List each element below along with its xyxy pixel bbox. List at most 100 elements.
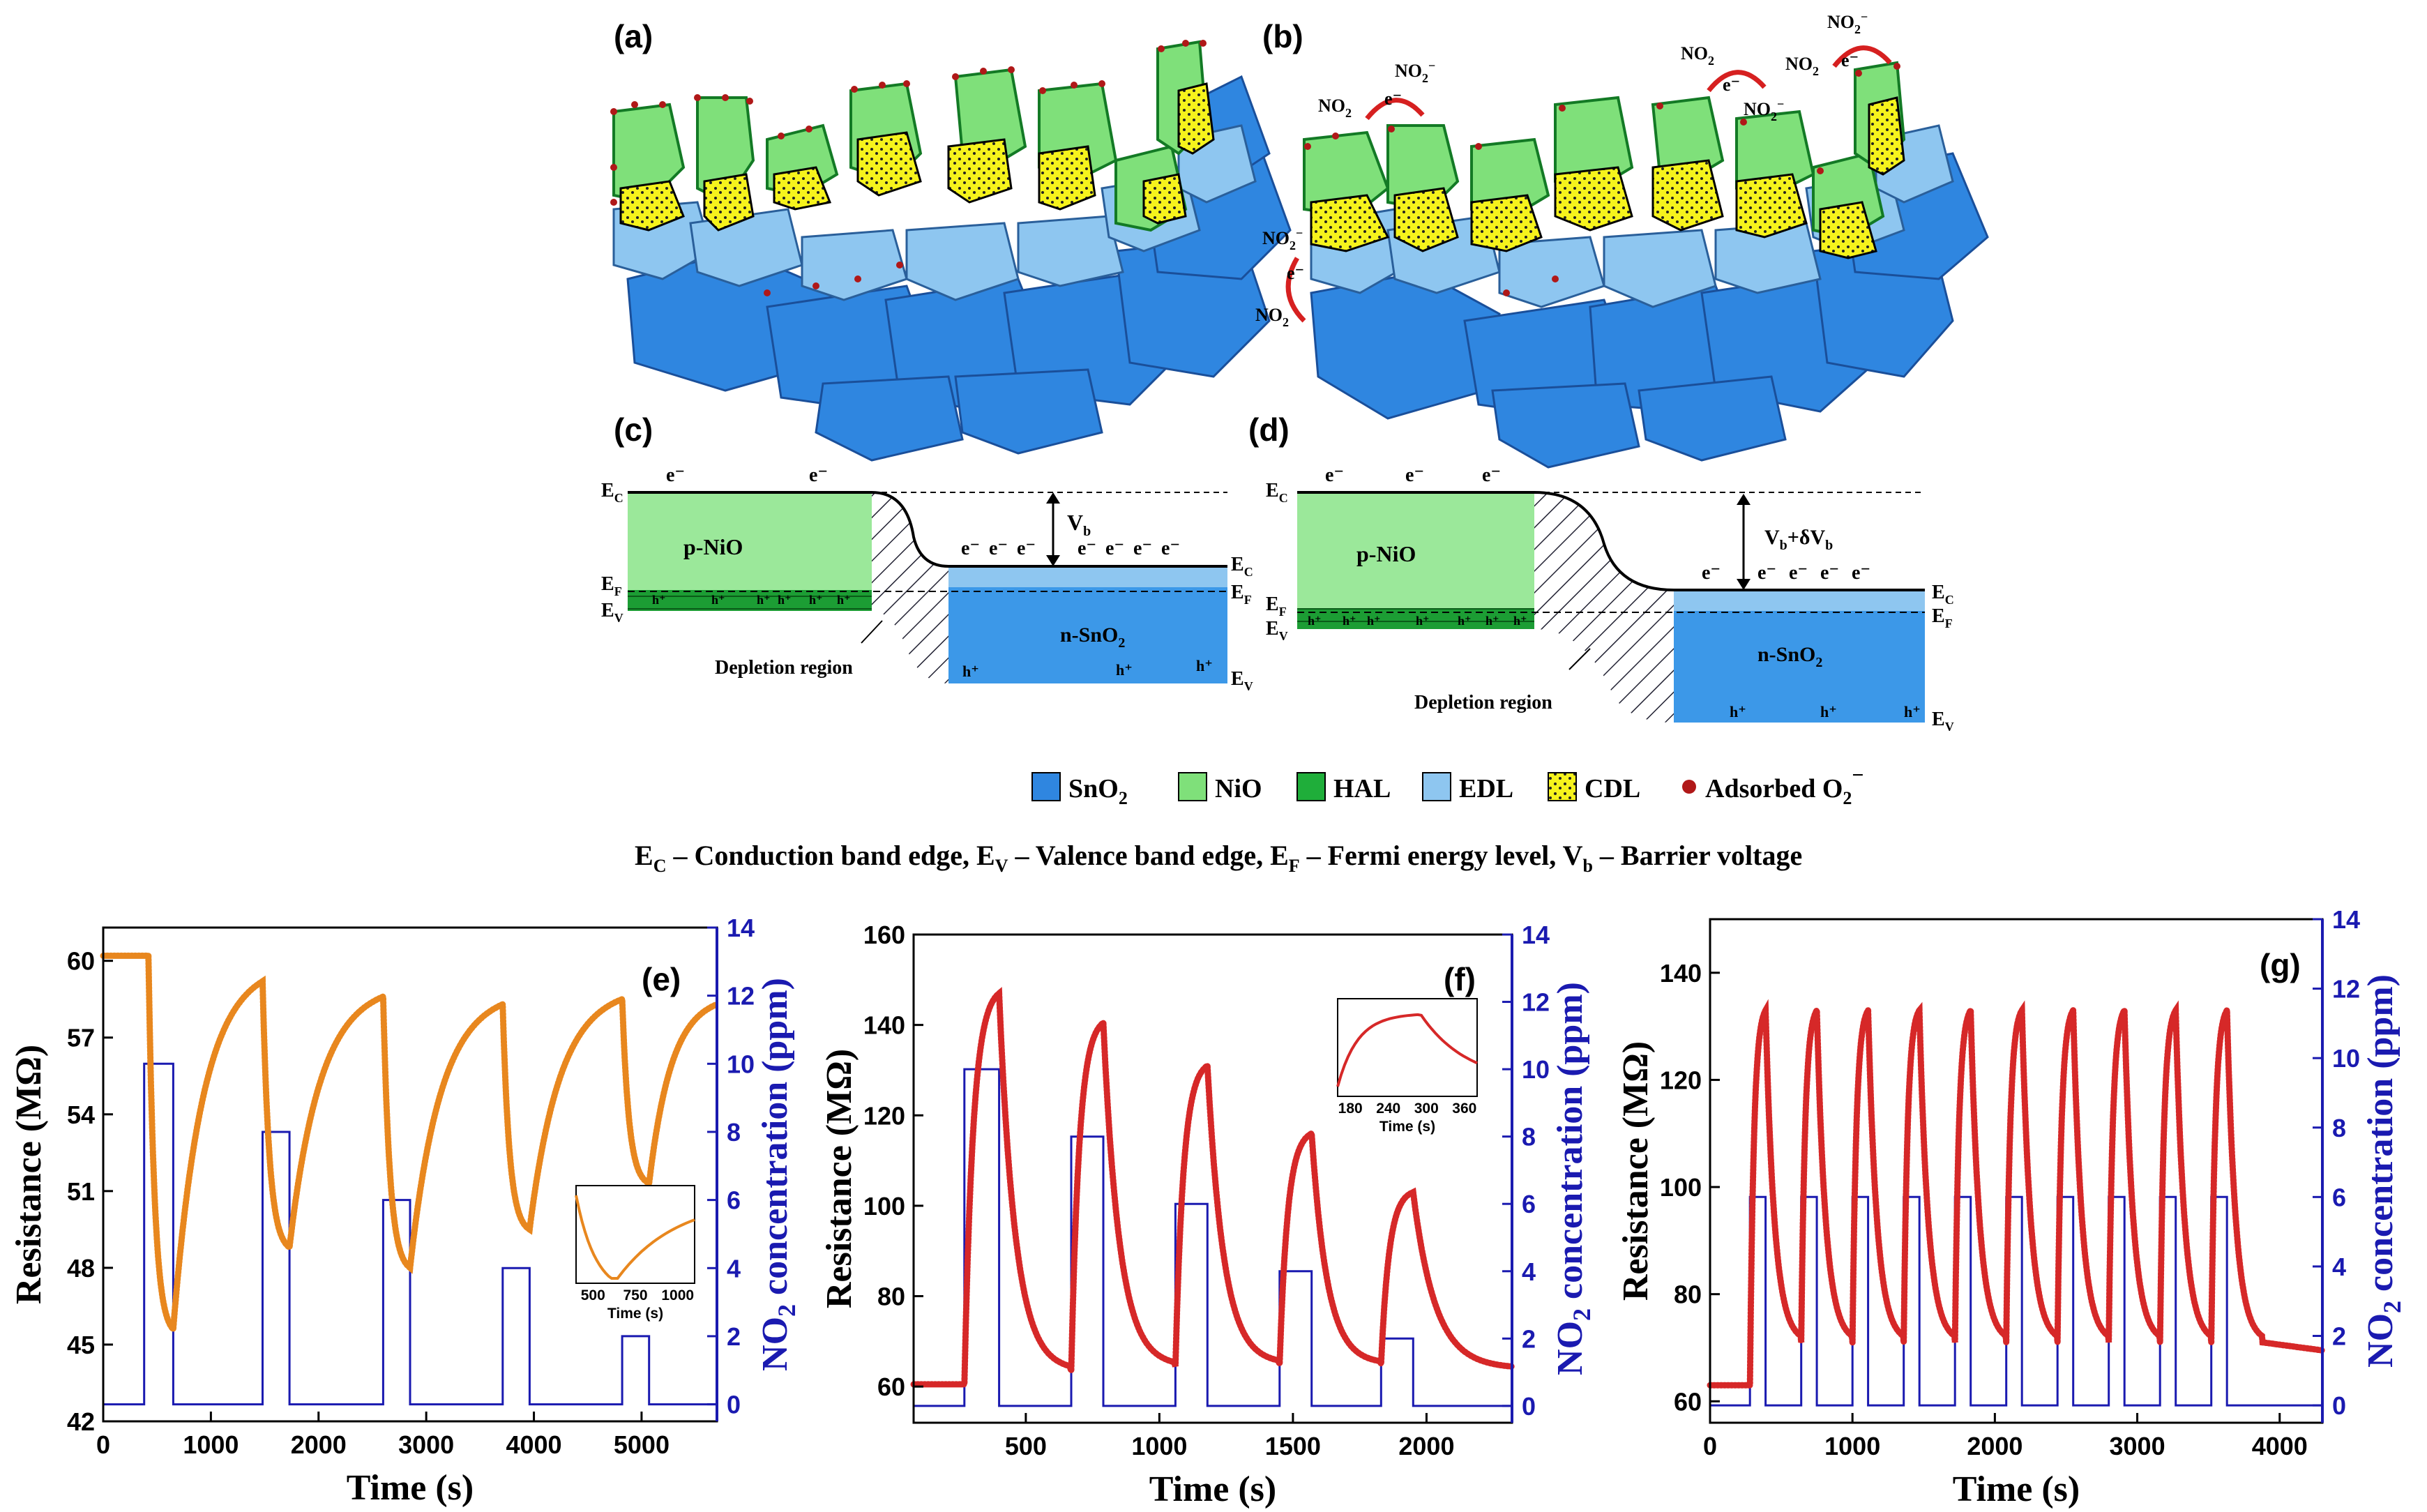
electron-label: e⁻ (1702, 562, 1721, 584)
y2-tick-label: 10 (2332, 1044, 2360, 1073)
n-sno2-label: n-SnO2 (1060, 623, 1125, 651)
hole-label: h⁺ (1416, 614, 1430, 628)
nio-band (628, 492, 872, 590)
hole-label: h⁺ (809, 593, 823, 607)
y-axis-label: Resistance (MΩ) (1616, 1041, 1656, 1301)
panel-b: (b) (1255, 10, 1989, 469)
no2-label: NO2 (1785, 54, 1819, 78)
x-axis-label: Time (s) (1953, 1469, 2080, 1509)
no2-ion-label: NO2− (1395, 59, 1435, 85)
electron-label: e⁻ (1757, 562, 1776, 584)
y-tick-label: 54 (67, 1101, 95, 1129)
x-tick-label: 0 (96, 1430, 110, 1459)
x-tick-label: 3000 (2110, 1432, 2165, 1460)
y2-tick-label: 8 (1522, 1123, 1536, 1151)
ef-label: EF (601, 573, 622, 598)
no2-reaction-arrows (1285, 45, 1892, 323)
hole-label: h⁺ (1904, 703, 1921, 720)
x-tick-label: 5000 (614, 1430, 670, 1459)
x-axis-label: Time (s) (1149, 1469, 1276, 1509)
panel-a-label: (a) (614, 18, 653, 54)
chart-g: 0 1000 2000 3000 4000 60 80 100 120 140 0 2 4 6 8 10 12 1… (1616, 905, 2406, 1509)
y-tick-label: 140 (1660, 959, 1702, 988)
inset-x-label: Time (s) (607, 1306, 663, 1322)
x-tick-label: 1500 (1265, 1432, 1321, 1460)
cdl-grains-b (1310, 96, 1905, 259)
no2-concentration-series (914, 1068, 1512, 1407)
y2-tick-label: 4 (2332, 1253, 2346, 1281)
hole-label: h⁺ (1116, 661, 1133, 679)
panel-a: (a) (610, 18, 1292, 462)
inset-x-tick-label: 360 (1452, 1101, 1476, 1117)
ec-line (1297, 491, 1925, 591)
y2-tick-label: 12 (727, 982, 755, 1011)
panel-label: (e) (642, 961, 681, 997)
n-sno2-label: n-SnO2 (1757, 643, 1822, 670)
band-d-labels: EC EF EV e⁻ e⁻ e⁻ p-NiO Vb+δVb e⁻ e⁻ e⁻ … (1266, 464, 1954, 734)
y2-tick-label: 12 (2332, 975, 2360, 1004)
y2-tick-label: 10 (1522, 1055, 1550, 1084)
y2-tick-label: 6 (2332, 1183, 2346, 1211)
electron-label: e⁻ (1133, 538, 1152, 559)
panel-c: (c) EC EF EV e⁻ e⁻ p-NiO Vb e⁻ e⁻ e⁻ e⁻ … (601, 411, 1253, 693)
y-tick-label: 140 (863, 1011, 905, 1040)
x-tick-label: 4000 (506, 1430, 561, 1459)
ev-label: EV (601, 600, 623, 625)
ef-label: EF (1266, 594, 1287, 619)
y-tick-label: 120 (863, 1101, 905, 1130)
y-tick-label: 57 (67, 1024, 95, 1052)
y2-tick-label: 10 (727, 1050, 755, 1078)
electron-label: e⁻ (1017, 538, 1036, 559)
y2-tick-label: 0 (727, 1391, 741, 1419)
legend-label-sno2: SnO2 (1068, 774, 1128, 808)
electron-label: e⁻ (1161, 538, 1180, 559)
y2-tick-label: 14 (1522, 921, 1550, 949)
y2-axis-label: NO2 concentration (ppm) (2361, 974, 2406, 1368)
y2-tick-label: 14 (727, 914, 755, 942)
y2-tick-label: 4 (1522, 1257, 1536, 1286)
legend-swatch-sno2 (1031, 772, 1061, 801)
sno2-grains-b (1310, 152, 1989, 469)
y-tick-label: 80 (1674, 1280, 1702, 1309)
resistance-series (910, 987, 1515, 1388)
panel-label: (g) (2260, 947, 2301, 983)
no2-label: NO2 (1318, 96, 1352, 120)
y-tick-label: 160 (863, 921, 905, 949)
y-tick-label: 60 (67, 947, 95, 976)
hole-label: h⁺ (1820, 703, 1837, 720)
y2-tick-label: 14 (2332, 905, 2360, 934)
electron-label: e⁻ (809, 464, 828, 486)
hole-label: h⁺ (1730, 703, 1746, 720)
sno2-edl-band (948, 566, 1227, 587)
electron-label: e⁻ (1841, 50, 1859, 70)
legend-label-cdl: CDL (1585, 774, 1640, 803)
depletion-arrow (861, 620, 883, 644)
y2-tick-label: 6 (727, 1186, 741, 1215)
inset-x-tick-label: 300 (1414, 1101, 1439, 1117)
panel-c-label: (c) (614, 411, 653, 448)
x-tick-label: 1000 (183, 1430, 239, 1459)
hole-label: h⁺ (1485, 614, 1499, 628)
electron-label: e⁻ (961, 538, 980, 559)
no2-labels-b: NO2 e⁻ NO2− NO2 e⁻ NO2− NO2 e⁻ NO2− NO2 … (1255, 10, 1868, 329)
x-tick-label: 0 (1703, 1432, 1717, 1460)
no2-ion-label: NO2− (1262, 226, 1303, 252)
y2-tick-label: 2 (2332, 1322, 2346, 1351)
y-tick-label: 100 (863, 1192, 905, 1220)
ec-label: EC (601, 480, 623, 505)
depletion-label: Depletion region (1414, 692, 1552, 713)
y-tick-label: 48 (67, 1254, 95, 1283)
y2-tick-label: 12 (1522, 988, 1550, 1017)
no2-ion-label: NO2− (1744, 97, 1784, 123)
legend-label-hal: HAL (1333, 774, 1391, 803)
sno2-band (1674, 611, 1925, 723)
electron-label: e⁻ (1078, 538, 1096, 559)
hole-label: h⁺ (1343, 614, 1356, 628)
depletion-hatch (872, 492, 948, 683)
y2-tick-label: 0 (2332, 1391, 2346, 1420)
hole-label: h⁺ (711, 593, 725, 607)
hole-label: h⁺ (962, 663, 979, 680)
holes-d: h⁺ h⁺ h⁺ h⁺ h⁺ h⁺ h⁺ (1308, 614, 1527, 628)
electron-label: e⁻ (666, 464, 685, 486)
